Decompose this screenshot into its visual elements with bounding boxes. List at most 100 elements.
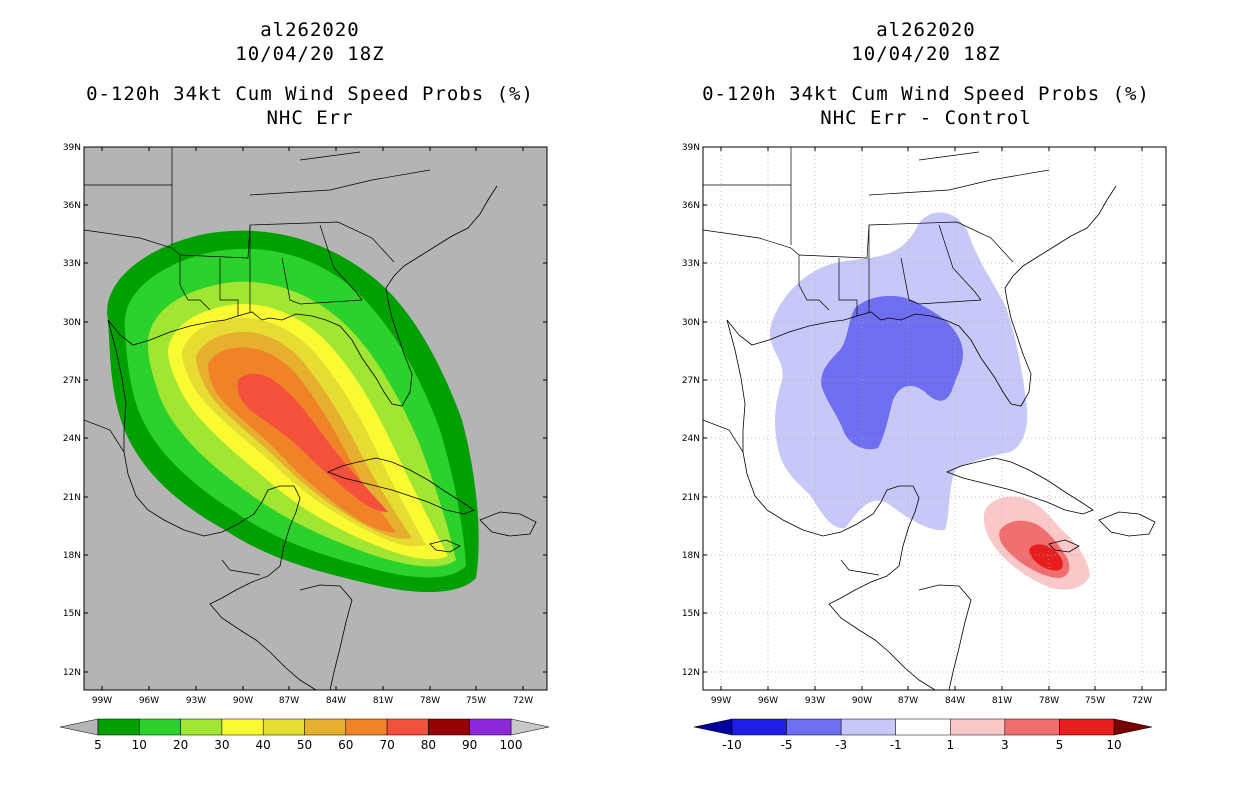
right-lat-label: 36N (682, 201, 700, 211)
left-lat-label: 27N (63, 376, 81, 386)
right-lon-label: 84W (945, 696, 965, 706)
left-colorbar-label: 60 (338, 738, 353, 752)
left-lon-label: 96W (139, 696, 159, 706)
right-colorbar: -10 -5 -3 -1 1 3 5 10 (693, 718, 1153, 752)
right-lat-label: 39N (682, 143, 700, 153)
right-lon-label: 90W (852, 696, 872, 706)
left-lon-label: 75W (466, 696, 486, 706)
left-colorbar-label: 100 (500, 738, 523, 752)
right-lat-label: 27N (682, 376, 700, 386)
left-lon-label: 93W (186, 696, 206, 706)
right-lon-label: 75W (1085, 696, 1105, 706)
left-storm-id: al262020 (260, 19, 360, 41)
right-lon-label: 99W (711, 696, 731, 706)
left-colorbar-label: 20 (173, 738, 188, 752)
left-datetime: 10/04/20 18Z (235, 43, 385, 65)
left-lat-label: 36N (63, 201, 81, 211)
left-colorbar-label: 70 (379, 738, 394, 752)
left-colorbar-swatch (221, 718, 264, 736)
left-colorbar-label: 5 (94, 738, 102, 752)
left-colorbar-swatch (304, 718, 347, 736)
right-storm-id: al262020 (876, 19, 976, 41)
right-lat-label: 12N (682, 668, 700, 678)
right-lon-label: 93W (805, 696, 825, 706)
right-lat-label: 15N (682, 609, 700, 619)
right-lon-label: 78W (1039, 696, 1059, 706)
left-colorbar-under-arrow (59, 718, 99, 736)
left-lat-label: 24N (63, 434, 81, 444)
right-colorbar-under-arrow (693, 718, 733, 736)
right-colorbar-swatch (895, 718, 951, 736)
right-colorbar-label: 3 (1001, 738, 1009, 752)
right-title-block: al262020 10/04/20 18Z 0-120h 34kt Cum Wi… (676, 18, 1176, 130)
right-colorbar-swatch (840, 718, 896, 736)
right-colorbar-label: 10 (1106, 738, 1121, 752)
right-lat-label: 33N (682, 259, 700, 269)
right-colorbar-label: 1 (946, 738, 954, 752)
left-lon-label: 99W (92, 696, 112, 706)
left-subtitle: NHC Err (266, 107, 354, 129)
left-lon-label: 87W (279, 696, 299, 706)
diff-pos5-region (1029, 544, 1063, 571)
right-colorbar-swatch (786, 718, 842, 736)
right-lat-label: 21N (682, 493, 700, 503)
left-lon-label: 78W (420, 696, 440, 706)
left-lat-label: 30N (63, 318, 81, 328)
left-title-block: al262020 10/04/20 18Z 0-120h 34kt Cum Wi… (60, 18, 560, 130)
left-lat-label: 39N (63, 143, 81, 153)
left-lon-label: 72W (513, 696, 533, 706)
left-colorbar-label: 80 (421, 738, 436, 752)
right-lon-label: 81W (992, 696, 1012, 706)
left-colorbar-over-arrow (510, 718, 550, 736)
right-colorbar-swatch (1004, 718, 1060, 736)
left-lon-label: 90W (233, 696, 253, 706)
left-colorbar-label: 40 (256, 738, 271, 752)
right-axis-ticks: 39N 36N 33N 30N 27N 24N 21N 18N 15N 12N 99W 96W 93W 9… (682, 143, 1166, 706)
right-map-frame (702, 146, 1167, 691)
right-colorbar-swatch (950, 718, 1006, 736)
right-lon-label: 72W (1132, 696, 1152, 706)
prob-70-contour (237, 373, 388, 512)
left-colorbar-swatch (428, 718, 470, 736)
left-colorbar-label: 10 (132, 738, 147, 752)
left-colorbar-swatch (97, 718, 140, 736)
left-axis-ticks: 39N 36N 33N 30N 27N 24N 21N 18N 15N 12N 99W 96W 93W 9… (63, 143, 547, 706)
left-lat-label: 12N (63, 668, 81, 678)
left-lon-label: 84W (326, 696, 346, 706)
left-colorbar-label: 90 (462, 738, 477, 752)
right-colorbar-label: -10 (722, 738, 742, 752)
right-product-title: 0-120h 34kt Cum Wind Speed Probs (%) (702, 83, 1150, 105)
left-colorbar-swatch (469, 718, 512, 736)
right-lat-label: 30N (682, 318, 700, 328)
right-colorbar-label: -1 (890, 738, 902, 752)
left-lat-label: 21N (63, 493, 81, 503)
right-lat-label: 24N (682, 434, 700, 444)
right-colorbar-label: 5 (1056, 738, 1064, 752)
right-colorbar-swatch (731, 718, 787, 736)
right-lon-label: 96W (758, 696, 778, 706)
right-lat-label: 18N (682, 551, 700, 561)
left-colorbar-label: 50 (297, 738, 312, 752)
left-colorbar-swatch (139, 718, 181, 736)
left-colorbar-swatch (386, 718, 429, 736)
left-lon-label: 81W (373, 696, 393, 706)
left-product-title: 0-120h 34kt Cum Wind Speed Probs (%) (86, 83, 534, 105)
left-lat-label: 18N (63, 551, 81, 561)
diff-neg3-region (821, 295, 963, 450)
right-colorbar-label: -3 (835, 738, 847, 752)
left-colorbar-label: 30 (214, 738, 229, 752)
left-map-panel: 39N 36N 33N 30N 27N 24N 21N 18N 15N 12N 99W 96W 93W 9… (63, 143, 548, 706)
left-lat-label: 33N (63, 259, 81, 269)
left-colorbar-swatch (180, 718, 223, 736)
left-colorbar: 5 10 20 30 40 50 60 70 80 90 100 (59, 718, 550, 752)
left-lat-label: 15N (63, 609, 81, 619)
left-map-frame (83, 146, 548, 691)
right-subtitle: NHC Err - Control (820, 107, 1032, 129)
right-colorbar-swatch (1059, 718, 1115, 736)
right-colorbar-label: -5 (781, 738, 793, 752)
right-colorbar-over-arrow (1113, 718, 1153, 736)
right-lon-label: 87W (898, 696, 918, 706)
right-map-panel: 39N 36N 33N 30N 27N 24N 21N 18N 15N 12N 99W 96W 93W 9… (682, 143, 1167, 706)
left-colorbar-swatch (345, 718, 388, 736)
